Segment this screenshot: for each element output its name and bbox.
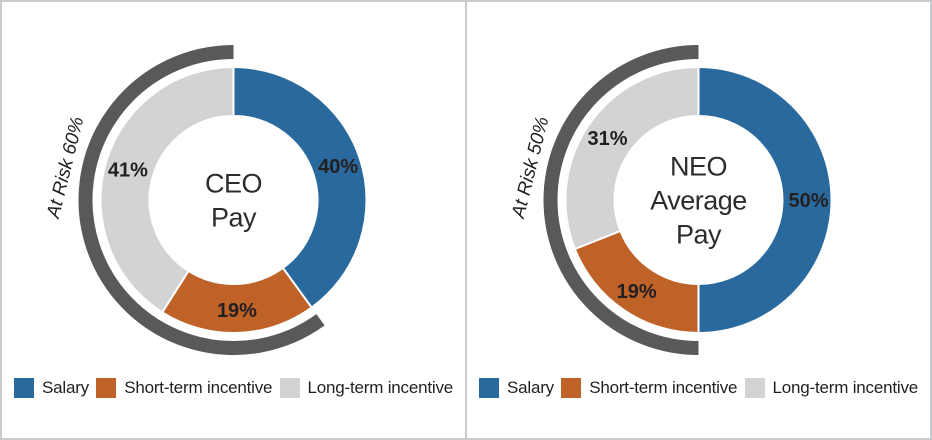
segment-percent-label: 31% [588,128,628,150]
segment-percent-label: 40% [318,156,358,178]
chart-center-title-line: CEO [205,168,262,198]
segment-percent-label: 41% [108,159,148,181]
chart-center-title-line: Average [650,185,747,215]
legend-label-salary: Salary [507,378,554,397]
segment-percent-label: 50% [788,190,828,212]
short-term-swatch [561,378,582,398]
at-risk-arc [78,45,325,355]
legend: Salary Short-term incentive Long-term in… [2,374,465,438]
chart-center-title-line: Pay [211,202,257,232]
donut-segment-long_term [99,65,235,314]
neo-average-pay-panel: 50% 19% 31% NEO Average Pay At Risk 50% Salary… [467,2,930,438]
segment-percent-label: 19% [217,300,257,322]
legend-label-salary: Salary [42,378,89,397]
legend-label-long-term: Long-term incentive [772,378,919,397]
long-term-swatch [279,378,300,398]
donut-segment-salary [697,65,833,335]
segment-percent-label: 19% [617,281,657,303]
salary-swatch [14,378,34,398]
chart-center-title-line: NEO [670,151,727,181]
panel-divider [465,2,467,438]
legend-item-long-term: Long-term incentive [279,378,454,398]
donut-segment-long_term [564,65,700,251]
salary-swatch [479,378,499,398]
legend-item-short-term: Short-term incentive [561,378,738,398]
legend-label-short-term: Short-term incentive [589,378,738,397]
legend: Salary Short-term incentive Long-term in… [467,374,930,438]
legend-item-salary: Salary [14,378,89,398]
at-risk-arc [543,45,699,355]
donut-segment-salary [232,65,368,309]
chart-center-title-line: Pay [676,219,722,249]
short-term-swatch [96,378,117,398]
legend-item-long-term: Long-term incentive [744,378,919,398]
long-term-swatch [744,378,765,398]
ceo-pay-panel: 40% 19% 41% CEO Pay At Risk 60% Salary Short-… [2,2,465,438]
legend-label-short-term: Short-term incentive [124,378,273,397]
legend-item-short-term: Short-term incentive [96,378,273,398]
legend-label-long-term: Long-term incentive [307,378,454,397]
legend-item-salary: Salary [479,378,554,398]
